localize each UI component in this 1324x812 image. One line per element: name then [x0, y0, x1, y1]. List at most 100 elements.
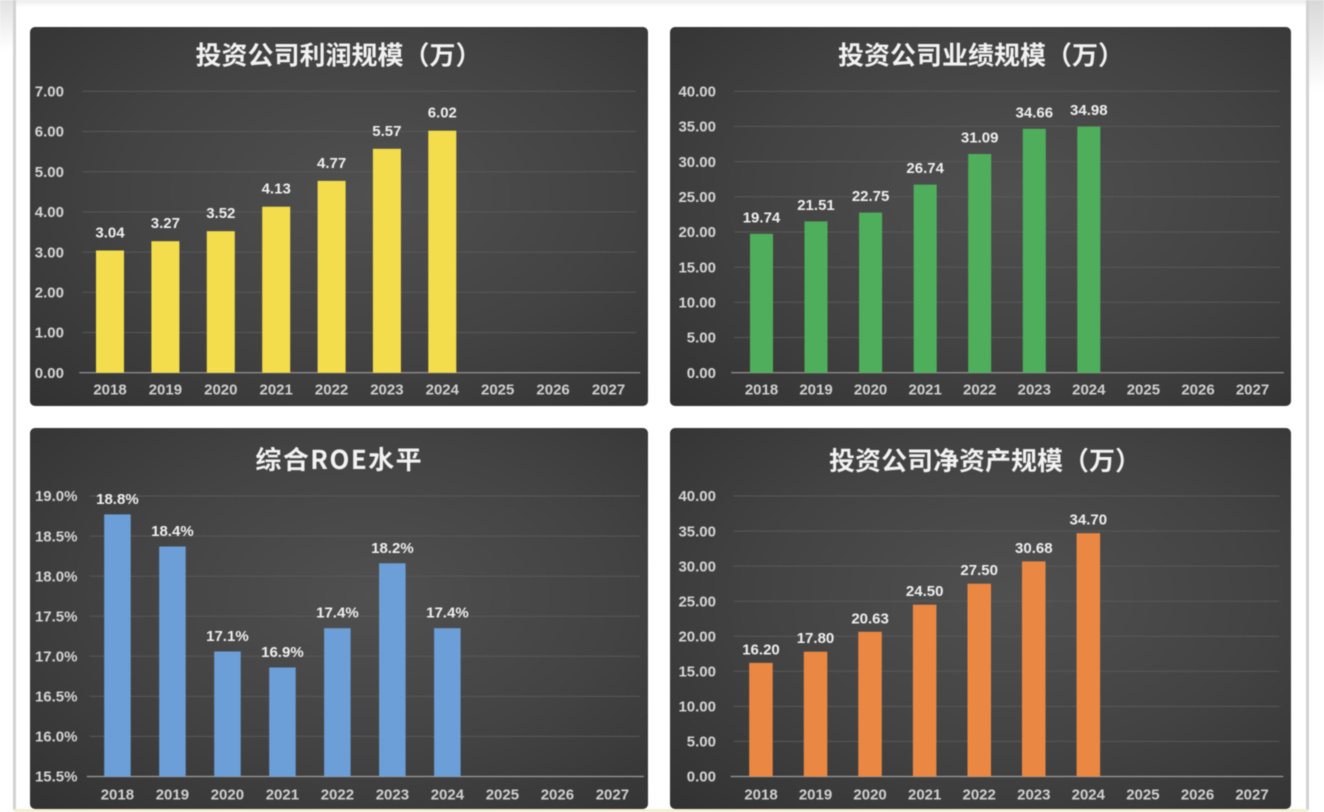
svg-text:2021: 2021 — [260, 382, 293, 399]
svg-text:2022: 2022 — [963, 382, 996, 399]
svg-text:2023: 2023 — [376, 787, 409, 804]
svg-text:6.00: 6.00 — [35, 124, 64, 141]
svg-text:40.00: 40.00 — [678, 84, 716, 101]
svg-text:2025: 2025 — [486, 787, 519, 804]
svg-text:30.00: 30.00 — [678, 558, 716, 575]
svg-text:20.00: 20.00 — [678, 629, 716, 646]
svg-text:20.00: 20.00 — [678, 224, 716, 241]
svg-text:16.9%: 16.9% — [261, 644, 304, 661]
svg-text:18.2%: 18.2% — [371, 540, 414, 557]
svg-text:20.63: 20.63 — [851, 610, 889, 627]
svg-text:25.00: 25.00 — [678, 189, 716, 206]
svg-text:15.00: 15.00 — [678, 664, 716, 681]
svg-text:4.00: 4.00 — [35, 204, 64, 221]
svg-text:21.51: 21.51 — [797, 197, 835, 214]
svg-text:2.00: 2.00 — [35, 285, 64, 302]
svg-text:2022: 2022 — [963, 787, 996, 804]
svg-text:6.02: 6.02 — [428, 105, 457, 122]
svg-text:2025: 2025 — [1126, 787, 1159, 804]
svg-text:17.0%: 17.0% — [35, 649, 78, 666]
svg-text:2026: 2026 — [536, 382, 569, 399]
svg-text:10.00: 10.00 — [678, 295, 716, 312]
svg-text:18.0%: 18.0% — [35, 568, 78, 585]
svg-text:2020: 2020 — [853, 787, 886, 804]
svg-text:15.00: 15.00 — [678, 259, 716, 276]
svg-text:2018: 2018 — [745, 382, 778, 399]
svg-text:19.0%: 19.0% — [35, 488, 78, 505]
svg-text:2018: 2018 — [744, 787, 777, 804]
svg-text:3.04: 3.04 — [95, 225, 125, 242]
svg-text:5.57: 5.57 — [372, 123, 401, 140]
svg-text:2019: 2019 — [156, 787, 189, 804]
svg-text:4.77: 4.77 — [317, 155, 346, 172]
svg-text:17.1%: 17.1% — [206, 628, 249, 645]
svg-text:5.00: 5.00 — [687, 734, 716, 751]
svg-text:2027: 2027 — [596, 787, 629, 804]
svg-text:34.70: 34.70 — [1070, 512, 1108, 529]
svg-text:2019: 2019 — [149, 382, 182, 399]
svg-text:16.0%: 16.0% — [35, 729, 78, 746]
svg-text:25.00: 25.00 — [678, 593, 716, 610]
svg-text:2022: 2022 — [321, 787, 354, 804]
svg-text:2019: 2019 — [799, 382, 832, 399]
svg-text:2024: 2024 — [426, 382, 460, 399]
svg-text:2021: 2021 — [909, 382, 942, 399]
svg-text:2025: 2025 — [481, 382, 514, 399]
svg-text:3.27: 3.27 — [151, 215, 180, 232]
svg-text:1.00: 1.00 — [35, 325, 64, 342]
svg-text:2020: 2020 — [854, 382, 887, 399]
svg-text:34.98: 34.98 — [1070, 102, 1108, 119]
svg-text:10.00: 10.00 — [678, 699, 716, 716]
svg-text:35.00: 35.00 — [678, 119, 716, 136]
svg-text:24.50: 24.50 — [906, 583, 944, 600]
svg-text:16.20: 16.20 — [742, 641, 780, 658]
svg-text:4.13: 4.13 — [262, 181, 291, 198]
svg-text:2026: 2026 — [1181, 787, 1214, 804]
svg-text:3.00: 3.00 — [35, 244, 64, 261]
svg-text:2024: 2024 — [431, 787, 465, 804]
svg-text:34.66: 34.66 — [1016, 104, 1054, 121]
svg-text:0.00: 0.00 — [687, 769, 716, 786]
svg-text:17.4%: 17.4% — [316, 605, 359, 622]
svg-text:17.4%: 17.4% — [426, 605, 469, 622]
svg-text:3.52: 3.52 — [206, 205, 235, 222]
svg-text:31.09: 31.09 — [961, 130, 999, 147]
svg-text:0.00: 0.00 — [35, 365, 64, 382]
svg-text:2020: 2020 — [211, 787, 244, 804]
svg-text:7.00: 7.00 — [35, 84, 64, 101]
svg-text:30.68: 30.68 — [1015, 540, 1053, 557]
svg-text:0.00: 0.00 — [687, 365, 716, 382]
svg-text:2021: 2021 — [266, 787, 299, 804]
svg-text:40.00: 40.00 — [678, 488, 716, 505]
svg-text:35.00: 35.00 — [678, 523, 716, 540]
svg-text:30.00: 30.00 — [678, 154, 716, 171]
svg-text:17.80: 17.80 — [797, 630, 835, 647]
svg-text:2023: 2023 — [370, 382, 403, 399]
svg-text:5.00: 5.00 — [687, 330, 716, 347]
svg-text:26.74: 26.74 — [906, 160, 944, 177]
svg-text:2018: 2018 — [101, 787, 134, 804]
svg-text:2025: 2025 — [1127, 382, 1160, 399]
svg-text:27.50: 27.50 — [960, 562, 998, 579]
svg-text:18.8%: 18.8% — [96, 491, 139, 508]
svg-text:2027: 2027 — [1236, 382, 1269, 399]
svg-text:2019: 2019 — [799, 787, 832, 804]
svg-text:19.74: 19.74 — [743, 209, 781, 226]
svg-text:2027: 2027 — [592, 382, 625, 399]
svg-text:2023: 2023 — [1017, 787, 1050, 804]
svg-text:2018: 2018 — [93, 382, 126, 399]
svg-text:2026: 2026 — [541, 787, 574, 804]
svg-text:2024: 2024 — [1072, 787, 1106, 804]
svg-text:17.5%: 17.5% — [35, 608, 78, 625]
svg-text:22.75: 22.75 — [852, 188, 890, 205]
svg-text:2021: 2021 — [908, 787, 941, 804]
svg-text:2027: 2027 — [1235, 787, 1268, 804]
svg-text:18.5%: 18.5% — [35, 528, 78, 545]
svg-text:5.00: 5.00 — [35, 164, 64, 181]
svg-text:15.5%: 15.5% — [35, 769, 78, 786]
svg-text:2020: 2020 — [204, 382, 237, 399]
svg-text:18.4%: 18.4% — [151, 523, 194, 540]
svg-text:2026: 2026 — [1181, 382, 1214, 399]
svg-text:2023: 2023 — [1018, 382, 1051, 399]
svg-text:16.5%: 16.5% — [35, 689, 78, 706]
